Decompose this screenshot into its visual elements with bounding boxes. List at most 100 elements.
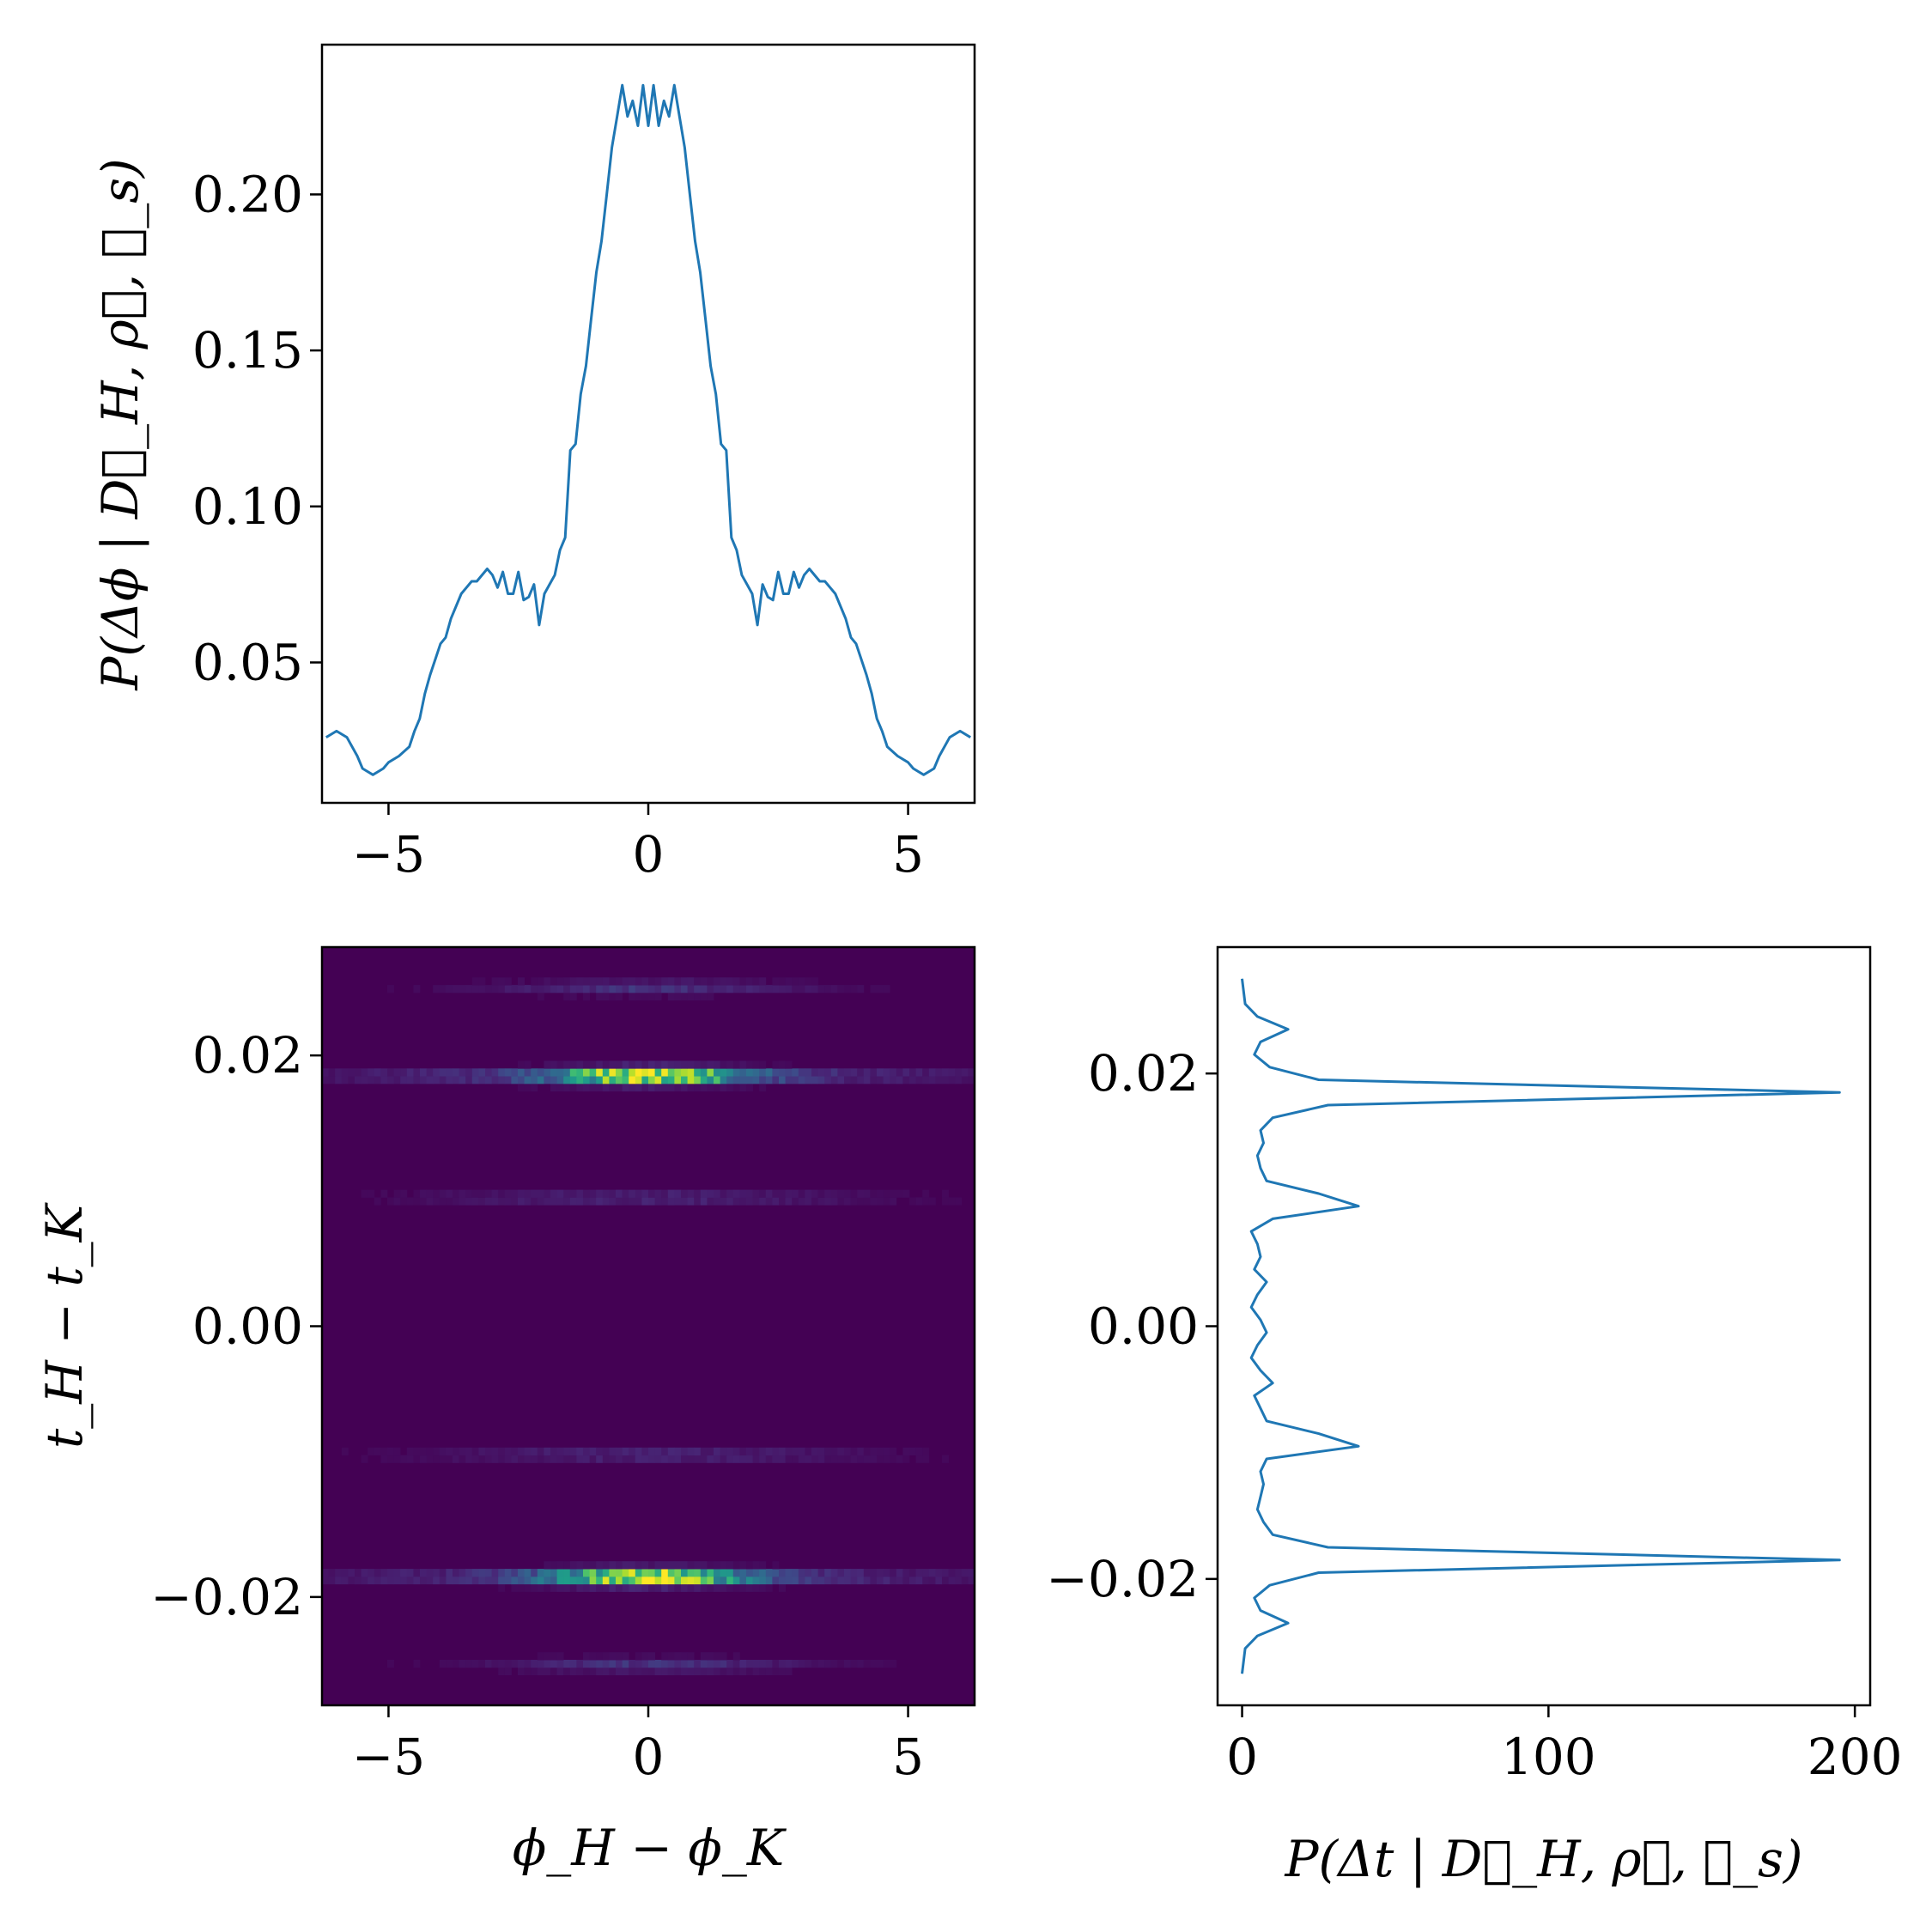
heatmap-cell: [681, 977, 688, 986]
heatmap-cell: [622, 985, 629, 993]
heatmap-cell: [569, 993, 577, 1001]
heatmap-cell: [909, 1576, 916, 1585]
heatmap-cell: [752, 1197, 760, 1206]
heatmap-cell: [746, 1197, 753, 1206]
heatmap-cell: [589, 1576, 597, 1585]
heatmap-cell: [883, 1660, 890, 1668]
heatmap-cell: [857, 1197, 865, 1206]
heatmap-cell: [968, 1569, 975, 1577]
heatmap-cell: [785, 1569, 793, 1577]
heatmap-cell: [491, 1569, 499, 1577]
heatmap-cell: [459, 1189, 466, 1198]
heatmap-cell: [765, 1660, 773, 1668]
heatmap-cell: [674, 1060, 682, 1069]
heatmap-cell: [453, 985, 459, 993]
heatmap-cell: [935, 1068, 943, 1077]
heatmap-cell: [589, 1083, 597, 1092]
heatmap-cell: [667, 985, 675, 993]
heatmap-cell: [746, 1189, 753, 1198]
phase-marginal-frame: [320, 43, 976, 805]
heatmap-cell: [714, 1447, 720, 1456]
heatmap-cell: [380, 1576, 388, 1585]
heatmap-cell: [765, 1455, 773, 1463]
heatmap-cell: [805, 1660, 812, 1668]
phase-marginal-ylabel: P(Δϕ | D⃗_H, ρ⃗, ℋ_s): [91, 158, 149, 690]
heatmap-cell: [726, 1455, 734, 1463]
heatmap-cell: [726, 1060, 734, 1069]
heatmap-cell: [915, 1455, 923, 1463]
joint-ytick-label: 0.02: [192, 1026, 303, 1084]
heatmap-cell: [602, 1576, 610, 1585]
heatmap-cell: [700, 1652, 708, 1661]
heatmap-cell: [739, 1447, 747, 1456]
heatmap-cell: [635, 1576, 642, 1585]
heatmap-cell: [576, 977, 584, 986]
heatmap-cell: [459, 1197, 466, 1206]
heatmap-cell: [817, 1068, 825, 1077]
heatmap-cell: [694, 1076, 702, 1084]
heatmap-cell: [870, 1076, 878, 1084]
heatmap-cell: [654, 1083, 662, 1092]
heatmap-cell: [439, 1076, 447, 1084]
heatmap-cell: [380, 1189, 388, 1198]
heatmap-cell: [863, 1068, 871, 1077]
heatmap-cell: [576, 1455, 584, 1463]
heatmap-cell: [589, 1455, 597, 1463]
heatmap-cell: [406, 1068, 414, 1077]
heatmap-cell: [406, 1197, 414, 1206]
heatmap-cell: [576, 1667, 584, 1676]
heatmap-cell: [635, 1652, 642, 1661]
heatmap-cell: [883, 1197, 890, 1206]
heatmap-cell: [765, 985, 773, 993]
heatmap-cell: [524, 1660, 532, 1668]
heatmap-cell: [498, 1455, 506, 1463]
heatmap-cell: [393, 1569, 401, 1577]
heatmap-cell: [616, 1667, 623, 1676]
heatmap-cell: [817, 1455, 825, 1463]
heatmap-cell: [622, 1583, 629, 1592]
heatmap-cell: [544, 1076, 551, 1084]
heatmap-cell: [622, 1667, 629, 1676]
heatmap-cell: [720, 1060, 727, 1069]
heatmap-cell: [602, 1076, 610, 1084]
heatmap-cell: [779, 1068, 786, 1077]
heatmap-cell: [654, 1189, 662, 1198]
heatmap-cell: [942, 1455, 949, 1463]
heatmap-cell: [602, 1561, 610, 1570]
heatmap-cell: [961, 1068, 969, 1077]
heatmap-cell: [687, 1447, 695, 1456]
heatmap-cell: [569, 1561, 577, 1570]
heatmap-cell: [393, 1197, 401, 1206]
heatmap-cell: [707, 1083, 714, 1092]
heatmap-cell: [616, 1583, 623, 1592]
heatmap-cell: [746, 977, 753, 986]
heatmap-cell: [583, 1667, 590, 1676]
heatmap-cell: [504, 985, 512, 993]
heatmap-cell: [433, 1455, 440, 1463]
heatmap-cell: [687, 1561, 695, 1570]
heatmap-cell: [635, 1583, 642, 1592]
heatmap-cell: [478, 1197, 486, 1206]
heatmap-cell: [518, 1189, 525, 1198]
heatmap-cell: [811, 1197, 818, 1206]
heatmap-cell: [961, 1076, 969, 1084]
heatmap-cell: [700, 1583, 708, 1592]
heatmap-cell: [596, 1660, 604, 1668]
heatmap-cell: [544, 1455, 551, 1463]
heatmap-cell: [616, 985, 623, 993]
heatmap-cell: [674, 993, 682, 1001]
heatmap-cell: [544, 1576, 551, 1585]
heatmap-cell: [641, 985, 649, 993]
heatmap-cell: [556, 1576, 564, 1585]
heatmap-cell: [681, 1189, 688, 1198]
heatmap-cell: [779, 1197, 786, 1206]
heatmap-cell: [518, 1447, 525, 1456]
heatmap-cell: [453, 1068, 459, 1077]
heatmap-cell: [537, 1068, 544, 1077]
heatmap-cell: [622, 977, 629, 986]
heatmap-cell: [374, 1068, 381, 1077]
heatmap-cell: [732, 1197, 740, 1206]
heatmap-cell: [485, 1076, 492, 1084]
heatmap-cell: [890, 1447, 897, 1456]
heatmap-cell: [602, 1583, 610, 1592]
